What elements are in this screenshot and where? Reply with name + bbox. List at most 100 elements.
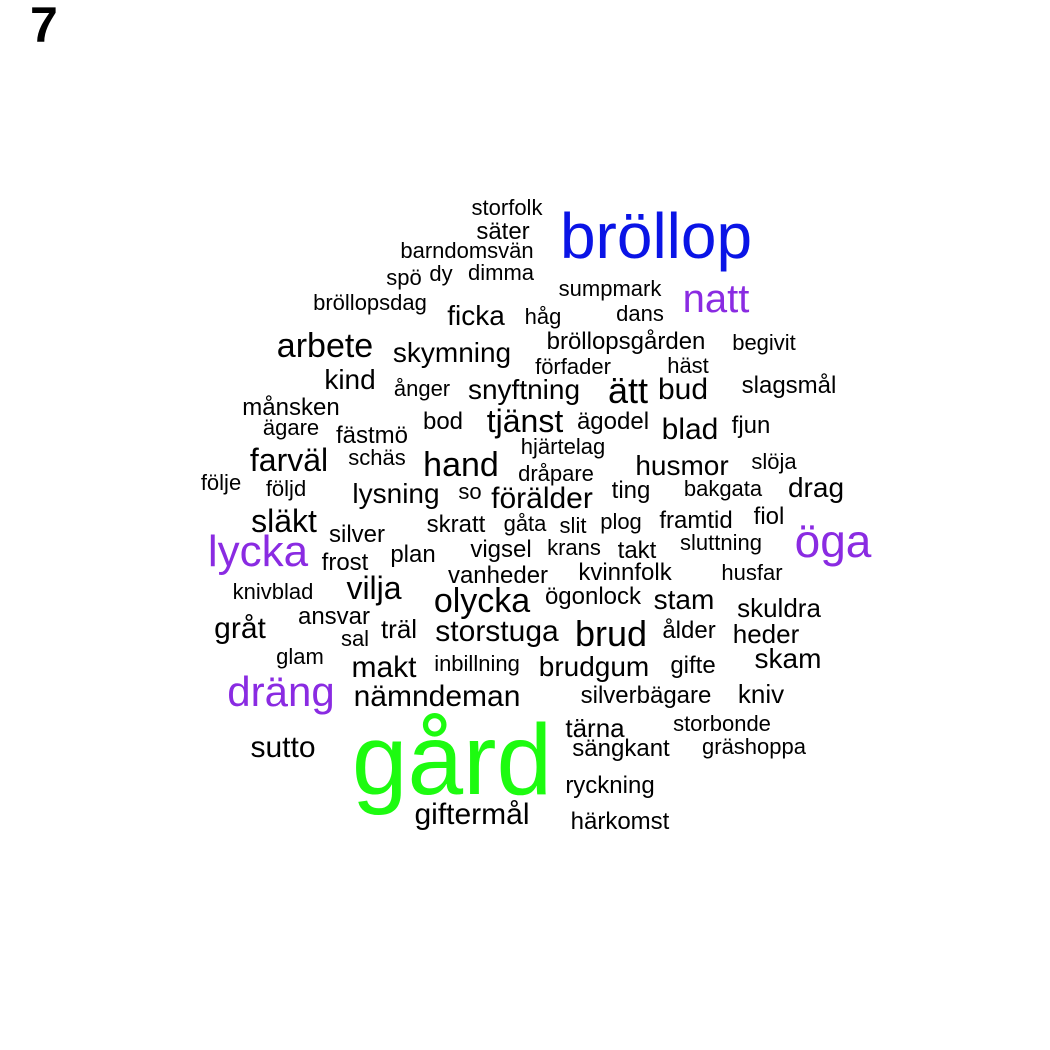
cloud-word-foralder: förälder [491, 482, 593, 515]
cloud-word-vigsel: vigsel [470, 536, 532, 563]
cloud-word-skuldra: skuldra [737, 593, 821, 623]
cloud-word-sater: säter [476, 218, 530, 245]
cloud-word-brollopsdag: bröllopsdag [313, 290, 427, 315]
cloud-word-sumpmark: sumpmark [558, 276, 662, 301]
cloud-word-dy: dy [429, 261, 453, 286]
cloud-word-grat: gråt [214, 612, 266, 645]
cloud-word-gata: gåta [503, 511, 547, 536]
cloud-word-takt: takt [617, 537, 657, 564]
cloud-word-heder: heder [732, 619, 800, 649]
cloud-word-folje: följe [200, 470, 242, 495]
cloud-word-fastmo: fästmö [335, 422, 409, 449]
cloud-word-storfolk: storfolk [471, 195, 543, 220]
cloud-word-bakgata: bakgata [683, 476, 763, 501]
cloud-word-begivit: begivit [732, 330, 796, 355]
cloud-word-barndomsvan: barndomsvän [400, 238, 534, 263]
cloud-word-snyftning: snyftning [467, 374, 581, 405]
cloud-word-brollopsgarden: bröllopsgården [546, 328, 706, 355]
cloud-word-husmor: husmor [635, 450, 729, 481]
cloud-word-drapare: dråpare [518, 461, 594, 486]
cloud-word-skam: skam [754, 643, 822, 674]
cloud-word-brollop: bröllop [559, 200, 753, 272]
cloud-word-plog: plog [600, 509, 642, 534]
cloud-word-spo: spö [386, 265, 422, 290]
cloud-word-arbete: arbete [276, 327, 374, 365]
cloud-word-hag: håg [524, 304, 562, 329]
cloud-word-tarna: tärna [565, 713, 625, 743]
cloud-word-slagsmal: slagsmål [741, 372, 837, 399]
cloud-word-plan: plan [390, 541, 436, 568]
cloud-word-namndeman: nämndeman [353, 680, 521, 713]
cloud-word-drang: dräng [227, 668, 335, 715]
cloud-word-slakt: släkt [251, 503, 317, 539]
cloud-word-knivblad: knivblad [232, 579, 314, 604]
cloud-word-glam: glam [276, 644, 324, 669]
cloud-word-so: so [458, 479, 482, 504]
cloud-word-forfader: förfader [535, 354, 611, 379]
cloud-word-brudgum: brudgum [538, 651, 650, 682]
cloud-word-sluttning: sluttning [680, 530, 762, 555]
cloud-word-tjanst: tjänst [486, 403, 564, 439]
cloud-word-att: ätt [607, 370, 649, 411]
cloud-word-silver: silver [328, 521, 386, 548]
cloud-word-sal: sal [340, 626, 370, 651]
cloud-word-ficka: ficka [447, 300, 505, 331]
cloud-word-fjun: fjun [731, 412, 771, 439]
cloud-word-ogonlock: ögonlock [544, 583, 642, 610]
panel-number-label: 7 [30, 0, 58, 53]
cloud-word-stam: stam [653, 584, 715, 615]
cloud-word-storbonde: storbonde [673, 711, 771, 736]
cloud-word-sloja: slöja [751, 449, 797, 474]
cloud-word-slit: slit [559, 513, 587, 538]
cloud-word-framtid: framtid [659, 507, 733, 534]
cloud-word-alder: ålder [662, 617, 716, 644]
cloud-word-mansken: månsken [242, 394, 340, 421]
cloud-word-ryckning: ryckning [565, 772, 655, 799]
cloud-word-frost: frost [321, 549, 369, 576]
cloud-word-makt: makt [351, 651, 417, 684]
cloud-word-storstuga: storstuga [435, 615, 559, 648]
cloud-word-lysning: lysning [352, 478, 440, 509]
cloud-word-hjartelag: hjärtelag [520, 434, 606, 459]
cloud-word-drag: drag [787, 472, 845, 503]
cloud-word-harkomst: härkomst [570, 808, 670, 835]
cloud-word-oga: öga [794, 515, 872, 567]
cloud-word-fiol: fiol [753, 503, 785, 530]
cloud-word-dimma: dimma [467, 260, 535, 285]
cloud-word-ting: ting [611, 477, 651, 504]
cloud-word-lycka: lycka [207, 527, 309, 576]
cloud-word-tral: träl [380, 614, 418, 644]
cloud-word-kvinnfolk: kvinnfolk [578, 559, 672, 586]
cloud-word-vanheder: vanheder [447, 562, 549, 589]
cloud-word-hand: hand [423, 446, 499, 484]
cloud-word-brud: brud [574, 613, 648, 654]
cloud-word-grashoppa: gräshoppa [702, 734, 806, 759]
cloud-word-skratt: skratt [426, 511, 486, 538]
cloud-word-silverbagare: silverbägare [580, 682, 712, 709]
cloud-word-krans: krans [547, 535, 601, 560]
cloud-word-foljd: följd [265, 476, 307, 501]
cloud-word-natt: natt [682, 277, 750, 321]
cloud-word-agodel: ägodel [576, 408, 650, 435]
cloud-word-husfar: husfar [721, 560, 783, 585]
cloud-word-gard: gård [351, 704, 553, 816]
cloud-word-sutto: sutto [250, 731, 316, 764]
cloud-word-kind: kind [324, 364, 376, 395]
cloud-word-schas: schäs [348, 445, 406, 470]
cloud-word-bod: bod [422, 408, 464, 435]
cloud-word-ansvar: ansvar [297, 603, 371, 630]
cloud-word-farval: farväl [249, 442, 329, 478]
cloud-word-vilja: vilja [346, 570, 402, 606]
cloud-word-dans: dans [616, 301, 664, 326]
cloud-word-sangkant: sängkant [572, 735, 670, 762]
cloud-word-skymning: skymning [392, 337, 512, 368]
cloud-word-olycka: olycka [433, 582, 531, 620]
cloud-word-blad: blad [661, 413, 719, 446]
cloud-word-agare: ägare [262, 415, 320, 440]
cloud-word-hast: häst [667, 353, 709, 378]
cloud-word-gifte: gifte [670, 652, 716, 679]
cloud-word-kniv: kniv [737, 679, 785, 709]
cloud-word-giftermal: giftermål [414, 798, 530, 831]
cloud-word-bud: bud [657, 373, 709, 406]
